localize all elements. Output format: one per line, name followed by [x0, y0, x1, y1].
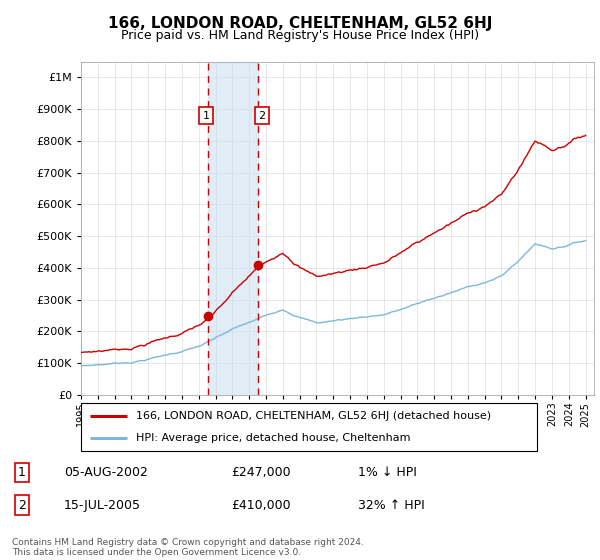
FancyBboxPatch shape	[81, 403, 537, 451]
Text: £247,000: £247,000	[231, 465, 290, 479]
Text: 1% ↓ HPI: 1% ↓ HPI	[358, 465, 416, 479]
Text: Contains HM Land Registry data © Crown copyright and database right 2024.
This d: Contains HM Land Registry data © Crown c…	[12, 538, 364, 557]
Text: 2: 2	[258, 110, 265, 120]
Text: £410,000: £410,000	[231, 498, 290, 512]
Text: Price paid vs. HM Land Registry's House Price Index (HPI): Price paid vs. HM Land Registry's House …	[121, 29, 479, 42]
Text: 32% ↑ HPI: 32% ↑ HPI	[358, 498, 424, 512]
Bar	[208, 62, 258, 395]
Text: 166, LONDON ROAD, CHELTENHAM, GL52 6HJ (detached house): 166, LONDON ROAD, CHELTENHAM, GL52 6HJ (…	[136, 411, 491, 421]
Text: 15-JUL-2005: 15-JUL-2005	[64, 498, 141, 512]
Text: 05-AUG-2002: 05-AUG-2002	[64, 465, 148, 479]
Text: 166, LONDON ROAD, CHELTENHAM, GL52 6HJ: 166, LONDON ROAD, CHELTENHAM, GL52 6HJ	[108, 16, 492, 31]
Text: 1: 1	[18, 465, 26, 479]
Text: 2: 2	[18, 498, 26, 512]
Text: HPI: Average price, detached house, Cheltenham: HPI: Average price, detached house, Chel…	[136, 433, 410, 443]
Text: 1: 1	[202, 110, 209, 120]
